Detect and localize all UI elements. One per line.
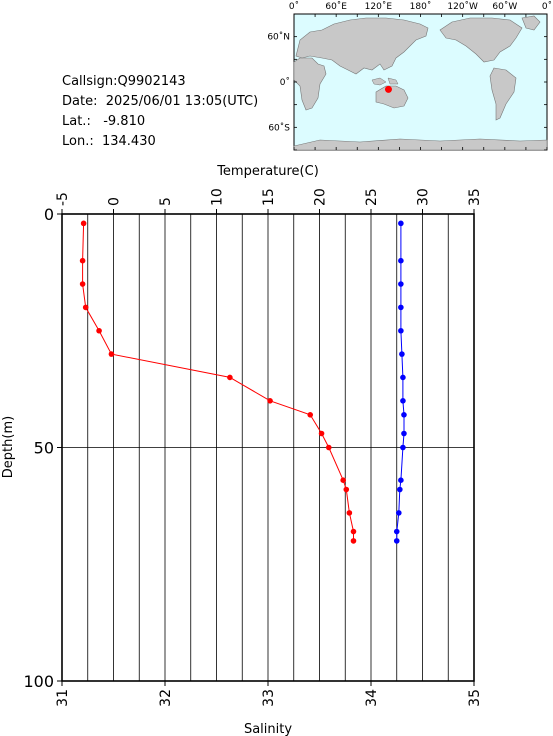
salinity-tick-label: 31 <box>55 689 71 707</box>
temperature-point <box>340 477 346 483</box>
temperature-point <box>350 538 357 544</box>
temperature-point <box>350 528 357 535</box>
salinity-point <box>398 327 404 334</box>
map-ticks <box>293 13 548 151</box>
temperature-ticks: -5 0 5 10 15 20 25 30 35 <box>55 188 483 214</box>
depth-tick-label: 50 <box>34 439 54 458</box>
temperature-tick-label: 20 <box>313 188 329 206</box>
temperature-point <box>318 430 325 437</box>
salinity-tick-label: 33 <box>261 689 277 707</box>
latitude-label: Lat.: -9.810 <box>62 114 146 129</box>
float-location-marker <box>384 85 392 93</box>
map-longitude-labels: 0˚ 60˚E 120˚E 180˚ 120˚W 60˚W 0˚ <box>289 1 552 12</box>
temperature-point <box>96 327 102 334</box>
temperature-point <box>325 444 332 451</box>
temperature-tick-label: 10 <box>210 188 226 206</box>
salinity-point <box>398 281 404 287</box>
chart-grid <box>62 214 474 681</box>
temperature-tick-label: 30 <box>416 188 432 206</box>
temperature-tick-label: -5 <box>55 192 71 206</box>
depth-tick-label: 100 <box>23 672 54 691</box>
temperature-point <box>108 351 115 357</box>
salinity-point <box>398 220 404 227</box>
map-longitude-label: 120˚W <box>447 1 478 12</box>
map-longitude-label: 180˚ <box>410 1 432 12</box>
temperature-point <box>79 281 86 287</box>
temperature-point <box>267 398 273 404</box>
salinity-ticks: 31 32 33 34 35 <box>55 681 483 707</box>
salinity-tick-label: 34 <box>364 689 380 707</box>
salinity-axis-title: Salinity <box>244 722 292 736</box>
map-latitude-label: 0˚ <box>280 77 290 88</box>
map-longitude-label: 120˚E <box>365 1 393 12</box>
date-label: Date: 2025/06/01 13:05(UTC) <box>62 94 259 109</box>
map-longitude-label: 0˚ <box>289 1 299 12</box>
longitude-label: Lon.: 134.430 <box>62 134 156 149</box>
map-longitude-label: 60˚W <box>492 1 517 12</box>
salinity-point <box>397 486 403 493</box>
temperature-point <box>343 486 350 493</box>
salinity-point <box>393 528 400 535</box>
temperature-point <box>80 220 87 227</box>
map-latitude-labels: 60˚N 0˚ 60˚S <box>267 32 290 134</box>
map-longitude-label: 0˚ <box>542 1 552 12</box>
map-longitude-label: 60˚E <box>325 1 347 12</box>
map-latitude-label: 60˚S <box>268 122 290 133</box>
temperature-tick-label: 0 <box>107 197 123 206</box>
temperature-point <box>79 257 86 264</box>
salinity-point <box>400 444 406 451</box>
callsign-label: Callsign:Q9902143 <box>62 74 186 89</box>
salinity-point <box>401 412 407 418</box>
temperature-point <box>346 510 353 516</box>
salinity-point <box>393 538 400 544</box>
salinity-tick-label: 35 <box>467 689 483 707</box>
salinity-point <box>399 351 405 357</box>
salinity-point <box>400 398 406 404</box>
temperature-point <box>82 304 89 311</box>
temperature-point <box>227 374 233 381</box>
salinity-point <box>398 304 404 311</box>
temperature-point <box>307 412 314 418</box>
depth-axis-title: Depth(m) <box>1 416 16 478</box>
salinity-point <box>396 510 402 516</box>
salinity-point <box>401 430 407 437</box>
data-series <box>79 220 407 544</box>
salinity-point <box>398 257 404 264</box>
salinity-point <box>398 477 404 483</box>
salinity-profile-line <box>396 223 405 541</box>
salinity-point <box>400 374 406 381</box>
temperature-tick-label: 5 <box>158 197 174 206</box>
location-dot <box>384 85 392 93</box>
temperature-tick-label: 25 <box>364 188 380 206</box>
temperature-tick-label: 15 <box>261 188 277 206</box>
salinity-tick-label: 32 <box>158 689 174 707</box>
temperature-profile-line <box>82 223 354 541</box>
temperature-axis-title: Temperature(C) <box>216 164 319 179</box>
world-map: 0˚ 60˚E 120˚E 180˚ 120˚W 60˚W 0˚ 60˚N 0˚ 60˚S <box>267 1 552 151</box>
depth-ticks: 0 50 100 <box>23 205 62 691</box>
depth-tick-label: 0 <box>44 205 54 224</box>
map-latitude-label: 60˚N <box>267 32 290 43</box>
temperature-tick-label: 35 <box>467 188 483 206</box>
